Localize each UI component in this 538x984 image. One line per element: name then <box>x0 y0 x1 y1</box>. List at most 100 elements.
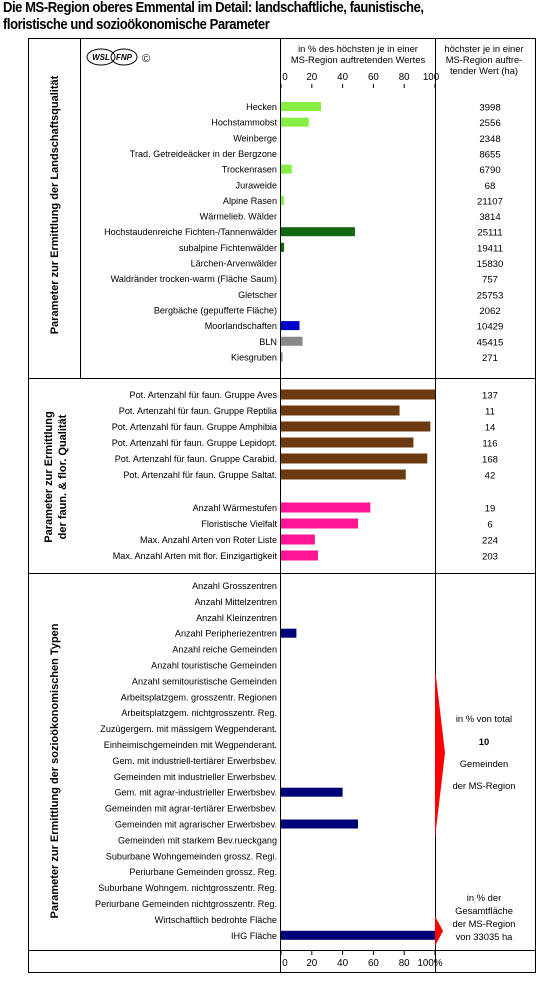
ref-value: 3998 <box>479 103 500 114</box>
bar-row: Floristische Vielfalt 6 <box>201 518 493 531</box>
bar <box>281 389 435 400</box>
annotation-municipalities: in % von total 10 Gemeinden der MS-Regio… <box>435 668 516 838</box>
ref-value: 19 <box>485 504 496 515</box>
bar <box>281 787 343 797</box>
bar-row: Periurbane Gemeinden nichtgrosszentr. Re… <box>95 899 277 909</box>
bar-row: subalpine Fichtenwälder 19411 <box>179 242 503 254</box>
row-label: Wirtschaftlich bedrohte Fläche <box>155 915 277 925</box>
ref-value: 6 <box>487 520 492 531</box>
bar-row: Gem. mit agrar-industrieller Erwerbsbev. <box>114 787 343 798</box>
bar-row: Gemeinden mit industrieller Erwerbsbev. <box>114 772 277 782</box>
row-label: Periurbane Gemeinden grossz. Reg. <box>129 867 277 877</box>
row-label: Hecken <box>246 102 277 112</box>
bar-row: Anzahl Grosszentren <box>192 581 277 591</box>
bar-row: Gemeinden mit agrar-tertiärer Erwerbsbev… <box>105 804 277 814</box>
ref-value: 10429 <box>477 322 504 333</box>
bar-row: Lärchen-Arvenwälder 15830 <box>191 259 504 271</box>
bar-row: Suburbane Wohngemeinden grossz. Regi. <box>106 851 277 861</box>
annotation-2-line-4: von 33035 ha <box>456 931 514 942</box>
bar-row: Periurbane Gemeinden grossz. Reg. <box>129 867 277 877</box>
section-title-2-line-1: Parameter zur Ermittlung <box>43 411 55 542</box>
logo: WSL FNP © <box>86 48 150 66</box>
title-line-2: floristische und sozioökonomische Parame… <box>3 17 270 33</box>
bar-row: Gletscher 25753 <box>238 290 503 302</box>
row-label: Wärmelieb. Wälder <box>200 212 277 222</box>
bar <box>281 469 406 480</box>
x-axis-bottom: 0 20 40 60 80 100% <box>280 951 443 969</box>
bar-row: Anzahl Wärmestufen 19 <box>193 502 496 515</box>
row-label: Alpine Rasen <box>223 196 277 206</box>
ref-value: 137 <box>482 391 498 402</box>
x-tick-bottom-label: 40 <box>337 958 348 969</box>
bar <box>281 421 431 432</box>
ref-value: 6790 <box>479 165 500 176</box>
header-right-line-2: MS-Region auftre- <box>446 54 523 65</box>
ref-value: 116 <box>482 439 497 450</box>
row-label: Arbeitsplatzgem. grosszentr. Regionen <box>121 692 277 702</box>
bar <box>281 102 322 111</box>
x-tick-top-label: 80 <box>399 72 410 83</box>
header-mid-line-1: in % des höchsten je in einer <box>298 43 418 54</box>
x-tick-bottom-label: 80 <box>399 958 410 969</box>
ref-value: 19411 <box>477 243 503 254</box>
row-label: Juraweide <box>236 180 277 190</box>
bar <box>281 930 435 940</box>
bar <box>281 437 414 448</box>
row-label: Hochstaudenreiche Fichten-/Tannenwälder <box>104 227 277 237</box>
row-label: Anzahl Kleinzentren <box>196 613 277 623</box>
bar-row: Pot. Artenzahl für faun. Gruppe Saltat. 4… <box>123 469 495 482</box>
ref-value: 203 <box>482 552 498 563</box>
ref-value: 271 <box>482 353 498 364</box>
ref-value: 25753 <box>477 290 504 301</box>
bar-row: Bergbäche (gepufferte Fläche) 2062 <box>154 305 501 317</box>
copyright-icon: © <box>142 53 150 65</box>
ref-value: 68 <box>485 181 496 192</box>
row-label: Trockenrasen <box>222 165 277 175</box>
bar <box>281 242 285 252</box>
row-label: Floristische Vielfalt <box>201 519 277 529</box>
row-label: Suburbane Wohngemeinden grossz. Regi. <box>106 851 277 861</box>
row-label: Trad. Getreideäcker in der Bergzone <box>130 149 277 159</box>
bar-row: Arbeitsplatzgem. nichtgrosszentr. Reg. <box>121 708 277 718</box>
bar-row: Hochstaudenreiche Fichten-/Tannenwälder 2… <box>104 227 503 239</box>
bar <box>281 321 300 331</box>
row-label: Anzahl Wärmestufen <box>193 503 277 513</box>
ref-value: 3814 <box>479 212 501 223</box>
row-label: Pot. Artenzahl für faun. Gruppe Reptilia <box>119 406 278 416</box>
red-wedge-area <box>435 916 443 946</box>
bar-row: Anzahl reiche Gemeinden <box>172 645 277 655</box>
bar <box>281 352 283 362</box>
bar-row: Max. Anzahl Arten von Roter Liste 224 <box>140 534 499 547</box>
bar-row: Weinberge 2348 <box>233 133 500 145</box>
x-tick-bottom-label: 60 <box>368 958 379 969</box>
bar <box>281 502 371 513</box>
row-label: Gem. mit agrar-industrieller Erwerbsbev. <box>114 788 277 798</box>
bar-row: Arbeitsplatzgem. grosszentr. Regionen <box>121 692 277 702</box>
bar <box>281 164 292 174</box>
bar-row: Trad. Getreideäcker in der Bergzone 8655 <box>130 149 501 161</box>
bar-row: Pot. Artenzahl für faun. Gruppe Aves 137 <box>130 389 498 402</box>
header-right: höchster je in einer MS-Region auftre- t… <box>444 43 523 76</box>
bar-row: Max. Anzahl Arten mit flor. Einzigartigk… <box>113 550 498 563</box>
ref-value: 21107 <box>477 196 503 207</box>
row-label: Gemeinden mit industrieller Erwerbsbev. <box>114 772 277 782</box>
row-label: Suburbane Wohngem. nichtgrosszentr. Reg. <box>98 883 277 893</box>
section-title-1: Parameter zur Ermittlung der Landschafts… <box>49 75 61 334</box>
ref-value: 2556 <box>479 118 500 129</box>
bar <box>281 195 285 205</box>
row-label: Arbeitsplatzgem. nichtgrosszentr. Reg. <box>121 708 277 718</box>
row-label: Moorlandschaften <box>205 321 277 331</box>
x-tick-top-label: 20 <box>306 72 317 83</box>
bar-row: Anzahl touristische Gemeinden <box>151 661 277 671</box>
row-label: Anzahl Grosszentren <box>192 581 277 591</box>
section-title-1-line-1: Parameter zur Ermittlung der Landschafts… <box>49 75 61 334</box>
annotation-1-line-1: in % von total <box>456 713 512 724</box>
x-tick-bottom-label: 20 <box>306 958 317 969</box>
row-label: Gem. mit industriell-tertiärer Erwerbsbe… <box>112 756 277 766</box>
row-label: Zuzügergem. mit mässigem Wegpenderant. <box>100 724 277 734</box>
ref-value: 15830 <box>477 259 504 270</box>
row-label: IHG Fläche <box>231 931 277 941</box>
bar-row: Kiesgruben 271 <box>231 352 498 364</box>
row-label: Anzahl reiche Gemeinden <box>172 645 277 655</box>
header-mid-line-2: MS-Region auftretenden Wertes <box>291 54 426 65</box>
